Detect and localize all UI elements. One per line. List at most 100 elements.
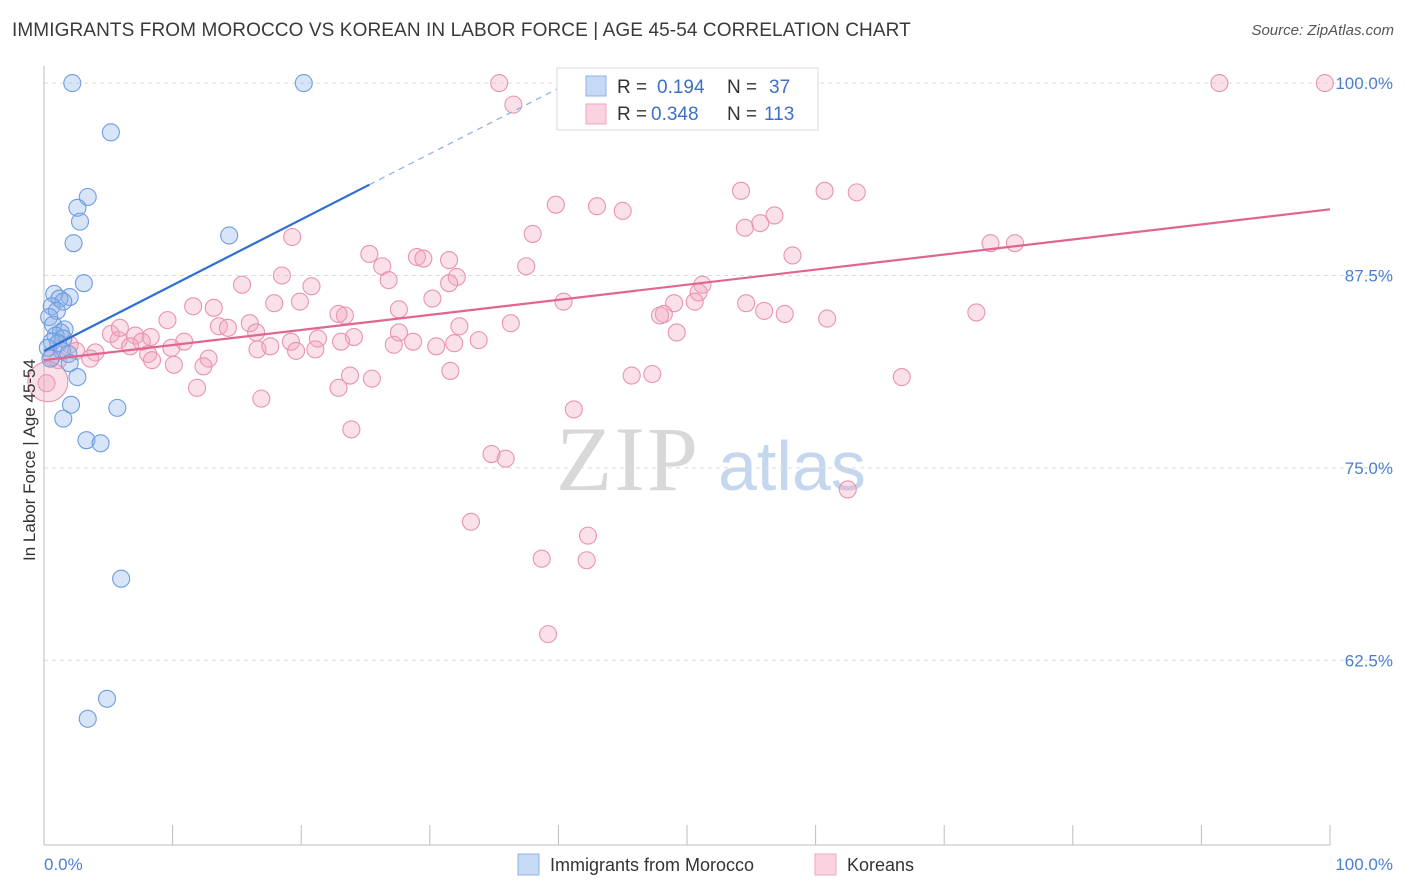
koreans-point [482, 444, 501, 464]
koreans-point [379, 271, 398, 290]
koreans-point [546, 195, 565, 214]
koreans-point [461, 512, 481, 531]
koreans-point [232, 275, 252, 294]
stats-r-value-1: 0.194 [657, 77, 705, 98]
koreans-point [302, 277, 321, 296]
koreans-point [158, 311, 177, 330]
legend-swatch-koreans [814, 853, 837, 876]
koreans-point [164, 355, 183, 374]
koreans-point [838, 480, 857, 499]
koreans-point [440, 274, 459, 293]
morocco-point [101, 123, 120, 142]
koreans-point [37, 374, 56, 393]
koreans-point [389, 300, 408, 319]
koreans-point [496, 449, 515, 468]
koreans-point [187, 378, 207, 397]
koreans-point [892, 368, 911, 387]
koreans-point [622, 366, 641, 385]
koreans-point [306, 340, 325, 359]
stats-n-label-1: N = [727, 77, 757, 98]
morocco-point [68, 198, 87, 217]
koreans-point [1005, 234, 1024, 253]
koreans-point [755, 301, 774, 320]
koreans-point [539, 625, 558, 644]
axes: 62.5% 75.0% 87.5% 100.0% [43, 66, 1393, 846]
koreans-point [532, 549, 551, 568]
koreans-point [265, 294, 284, 313]
koreans-point [643, 364, 662, 384]
morocco-point [68, 368, 87, 387]
koreans-point [445, 334, 464, 353]
koreans-point [667, 323, 686, 342]
koreans-point [272, 266, 291, 285]
koreans-point [685, 292, 704, 311]
koreans-point [765, 206, 784, 225]
koreans-point [587, 197, 607, 216]
koreans-point [775, 304, 794, 324]
koreans-point [735, 218, 754, 237]
koreans-point [490, 74, 509, 93]
koreans-point [407, 247, 426, 267]
watermark-zip: ZIP [556, 408, 700, 510]
koreans-point [360, 244, 379, 263]
koreans-point [440, 251, 459, 270]
koreans-point [283, 227, 302, 247]
stats-n-label-2: N = [727, 104, 757, 125]
trend-lines [43, 82, 1331, 362]
koreans-point [783, 246, 802, 265]
koreans-point [751, 214, 770, 233]
koreans-point [1315, 74, 1334, 93]
morocco-point [70, 212, 90, 231]
koreans-points [27, 74, 1334, 644]
koreans-point [441, 361, 460, 380]
source-label: Source: ZipAtlas.com [1251, 22, 1394, 39]
koreans-point [110, 318, 129, 337]
stats-n-value-1: 37 [769, 77, 790, 98]
koreans-point [261, 337, 280, 356]
koreans-point [184, 297, 203, 316]
morocco-point [61, 395, 81, 414]
koreans-point [414, 249, 433, 268]
legend-label-morocco: Immigrants from Morocco [550, 855, 754, 875]
stats-box: R = 0.194 N = 37 R = 0.348 N = 113 [556, 67, 819, 131]
koreans-point [247, 323, 266, 342]
y-axis-title: In Labor Force | Age 45-54 [20, 359, 39, 561]
koreans-point [815, 181, 834, 200]
morocco-trend-extension [369, 82, 569, 186]
morocco-point [91, 434, 110, 453]
morocco-points [38, 74, 313, 728]
morocco-point [97, 689, 117, 708]
morocco-point [54, 409, 73, 428]
koreans-point [142, 351, 162, 370]
y-tick-label: 87.5% [1345, 266, 1393, 285]
koreans-point [504, 95, 523, 114]
koreans-point [240, 314, 259, 333]
chart-title: IMMIGRANTS FROM MOROCCO VS KOREAN IN LAB… [12, 20, 911, 41]
morocco-point [60, 354, 79, 373]
koreans-point [362, 369, 381, 388]
morocco-point [108, 398, 127, 417]
y-tick-label: 62.5% [1345, 651, 1393, 670]
legend-swatch-morocco [517, 853, 540, 876]
koreans-point [384, 335, 403, 354]
stats-r-value-2: 0.348 [651, 104, 699, 125]
morocco-point [220, 226, 239, 245]
koreans-point [342, 420, 361, 439]
koreans-point [121, 337, 140, 356]
stats-n-value-2: 113 [764, 104, 794, 125]
y-tick-label: 75.0% [1345, 459, 1393, 478]
koreans-point [404, 332, 423, 351]
koreans-point [162, 338, 181, 357]
koreans-point [209, 317, 228, 336]
morocco-point [78, 709, 97, 728]
koreans-point [204, 298, 223, 317]
gridlines [44, 82, 1392, 661]
koreans-point [423, 289, 442, 308]
koreans-point [469, 331, 488, 350]
morocco-point [63, 74, 82, 93]
morocco-point [77, 431, 96, 450]
stats-swatch-pink [585, 103, 607, 125]
koreans-point [81, 349, 100, 368]
koreans-point [578, 526, 598, 545]
